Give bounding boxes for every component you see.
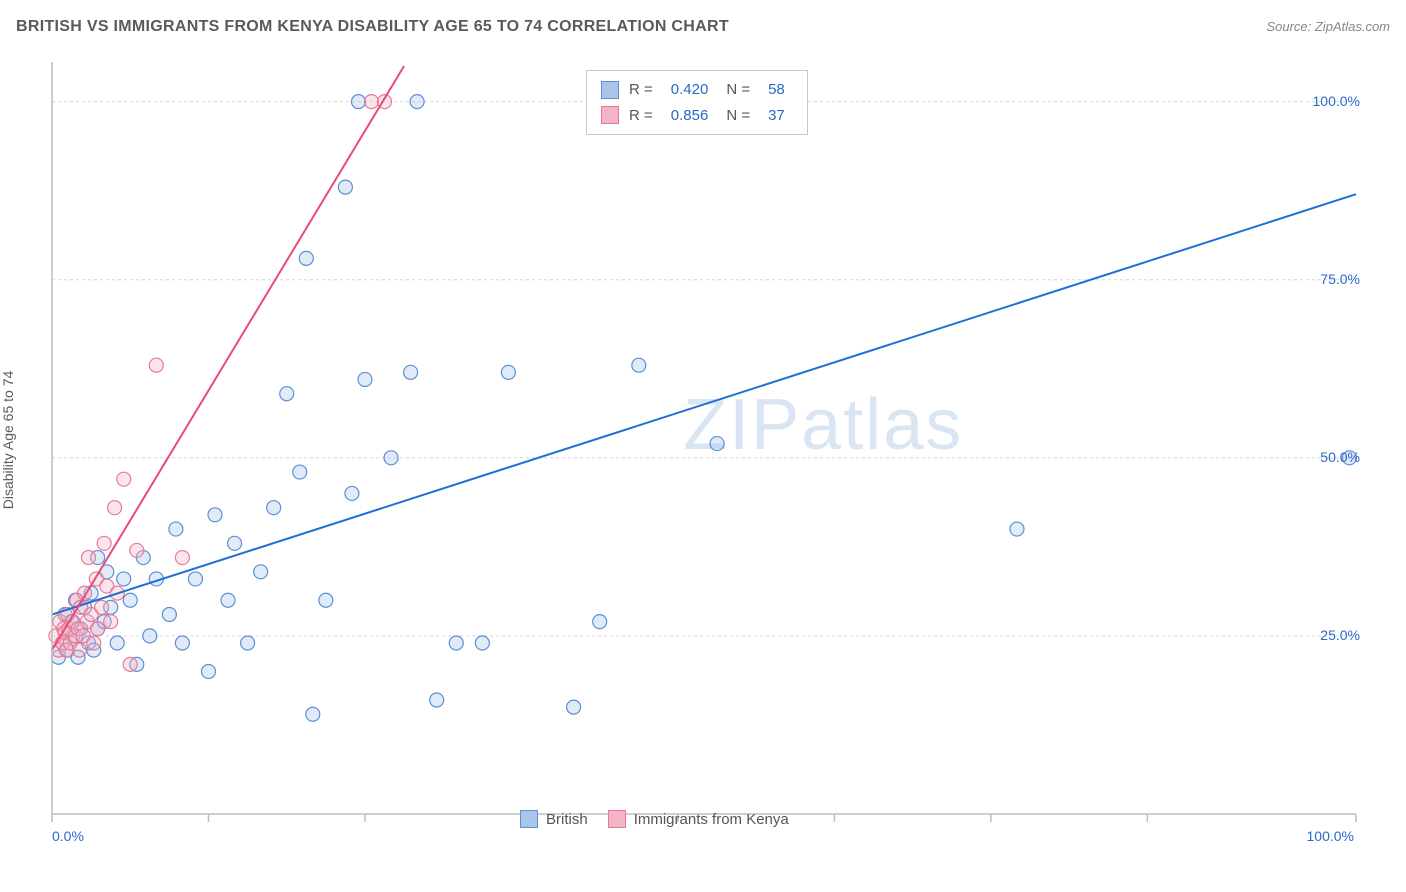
legend-swatch (608, 810, 626, 828)
legend-swatch (520, 810, 538, 828)
axis-tick-label: 25.0% (1320, 627, 1360, 643)
chart-source: Source: ZipAtlas.com (1266, 19, 1390, 34)
n-value: 58 (768, 77, 785, 103)
r-value: 0.420 (671, 77, 709, 103)
chart-title: BRITISH VS IMMIGRANTS FROM KENYA DISABIL… (16, 18, 729, 36)
series-swatch (601, 106, 619, 124)
axis-tick-label: 0.0% (52, 828, 84, 844)
legend-label: British (546, 811, 588, 828)
legend-label: Immigrants from Kenya (634, 811, 789, 828)
axis-tick-label: 100.0% (1313, 93, 1360, 109)
legend-item: Immigrants from Kenya (608, 810, 789, 828)
legend-item: British (520, 810, 588, 828)
n-value: 37 (768, 103, 785, 129)
stats-row: R =0.856N =37 (601, 103, 793, 129)
r-value: 0.856 (671, 103, 709, 129)
plot-svg: ZIPatlas (46, 48, 1386, 834)
axis-tick-label: 100.0% (1307, 828, 1354, 844)
scatter-plot: ZIPatlas 0.0%100.0%25.0%50.0%75.0%100.0%… (46, 48, 1386, 834)
series-swatch (601, 81, 619, 99)
axis-tick-label: 50.0% (1320, 449, 1360, 465)
series-legend: British Immigrants from Kenya (520, 810, 789, 828)
correlation-stats-box: R =0.420N =58R =0.856N =37 (586, 70, 808, 135)
y-axis-label: Disability Age 65 to 74 (0, 371, 16, 510)
chart-header: BRITISH VS IMMIGRANTS FROM KENYA DISABIL… (16, 18, 1390, 36)
stats-row: R =0.420N =58 (601, 77, 793, 103)
axis-tick-label: 75.0% (1320, 271, 1360, 287)
